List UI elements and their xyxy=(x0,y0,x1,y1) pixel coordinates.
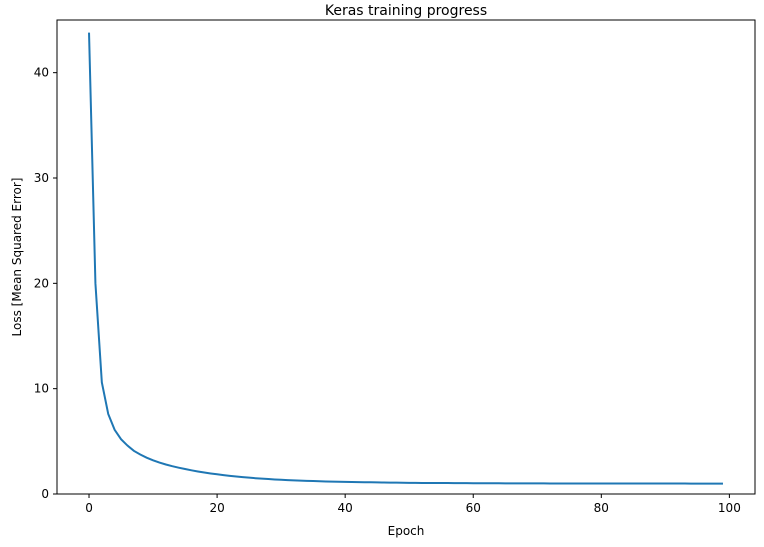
x-tick-label: 60 xyxy=(466,501,481,515)
x-tick-label: 20 xyxy=(209,501,224,515)
y-axis-label: Loss [Mean Squared Error] xyxy=(10,178,24,337)
y-tick-label: 0 xyxy=(41,487,49,501)
x-tick-label: 80 xyxy=(594,501,609,515)
x-tick-label: 40 xyxy=(338,501,353,515)
x-axis: 0 20 40 60 80 100 xyxy=(85,494,741,515)
y-tick-label: 10 xyxy=(34,382,49,396)
plot-area xyxy=(56,19,756,495)
y-tick-label: 30 xyxy=(34,171,49,185)
loss-line xyxy=(88,32,723,485)
x-tick-label: 100 xyxy=(718,501,741,515)
y-tick-label: 20 xyxy=(34,276,49,290)
y-axis: 0 10 20 30 40 xyxy=(34,66,57,501)
x-tick-label: 0 xyxy=(85,501,93,515)
y-tick-label: 40 xyxy=(34,66,49,80)
x-axis-label: Epoch xyxy=(388,524,425,538)
chart-title: Keras training progress xyxy=(325,3,487,19)
